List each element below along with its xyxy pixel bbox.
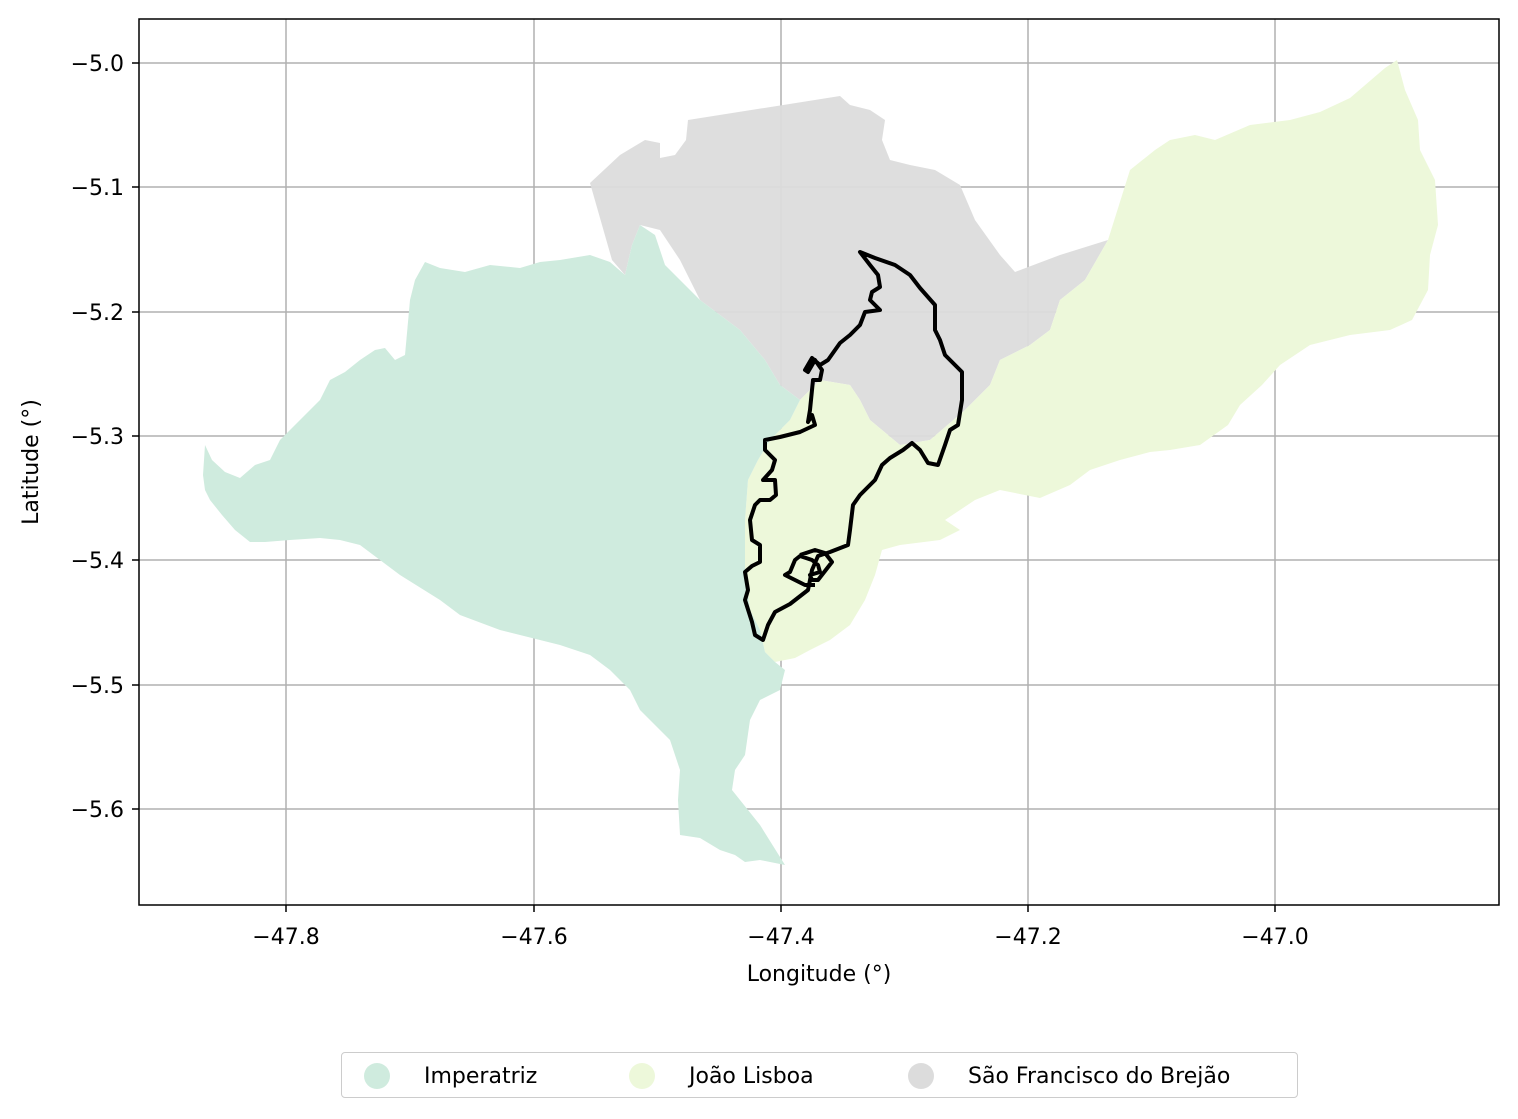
legend-label: Imperatriz [424, 1064, 537, 1089]
legend: Imperatriz João Lisboa São Francisco do … [341, 1052, 1298, 1098]
x-tick-label: −47.0 [1241, 925, 1308, 950]
legend-label: São Francisco do Brejão [968, 1064, 1230, 1089]
legend-swatch [629, 1063, 655, 1089]
legend-item-sao-francisco-do-brejao: São Francisco do Brejão [908, 1053, 1230, 1099]
x-tick-label: −47.2 [994, 925, 1061, 950]
x-tick-label: −47.6 [500, 925, 567, 950]
y-tick-label: −5.4 [71, 549, 124, 574]
region-imperatriz [203, 225, 800, 865]
legend-item-imperatriz: Imperatriz [364, 1053, 537, 1099]
y-tick-label: −5.2 [71, 301, 124, 326]
x-tick-label: −47.8 [252, 925, 319, 950]
y-tick-label: −5.5 [71, 674, 124, 699]
y-tick-label: −5.3 [71, 425, 124, 450]
legend-swatch [908, 1063, 934, 1089]
x-tick-label: −47.4 [747, 925, 814, 950]
y-axis-label: Latitude (°) [19, 399, 44, 525]
legend-item-joao-lisboa: João Lisboa [629, 1053, 814, 1099]
y-tick-label: −5.6 [71, 798, 124, 823]
y-tick-label: −5.1 [71, 176, 124, 201]
y-tick-label: −5.0 [71, 52, 124, 77]
legend-swatch [364, 1063, 390, 1089]
x-axis-label: Longitude (°) [747, 962, 892, 987]
legend-label: João Lisboa [689, 1064, 814, 1089]
